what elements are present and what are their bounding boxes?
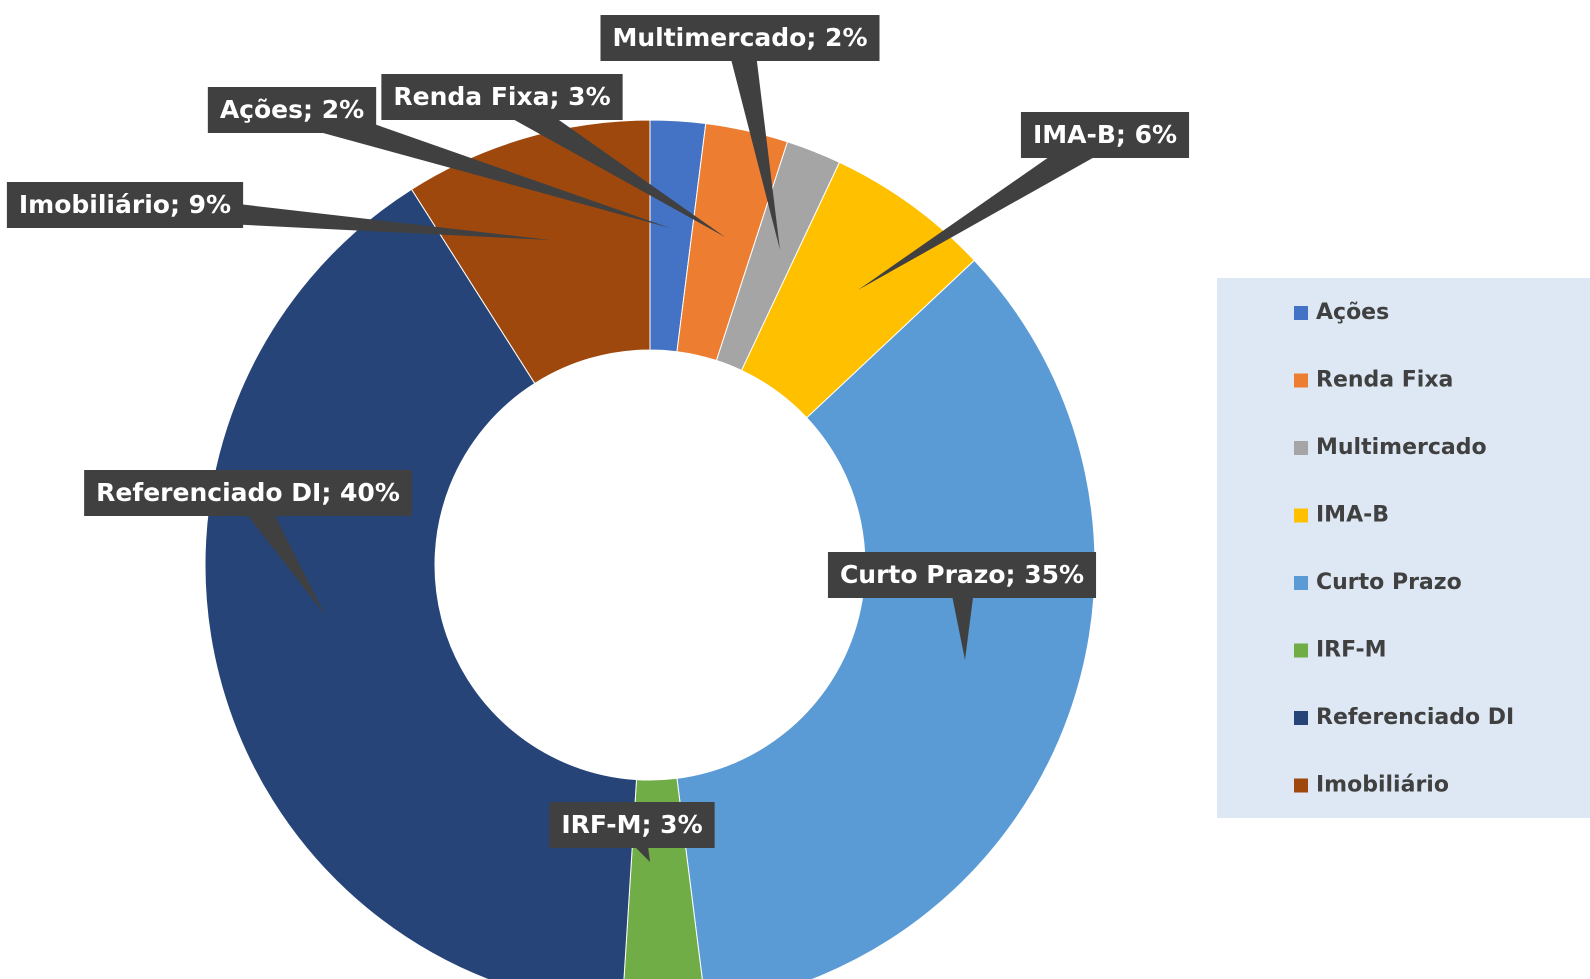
callout-pointer [287, 96, 670, 229]
callout-box [6, 182, 244, 228]
callout-box [600, 15, 880, 61]
callout-box [381, 74, 623, 120]
legend: Ações Renda Fixa Multimercado IMA-B Curto Pr… [1217, 278, 1590, 818]
callout-box [827, 552, 1097, 598]
callout-box [84, 470, 412, 516]
data-label: Multimercado; 2% [600, 15, 880, 250]
data-label: Curto Prazo; 35% [827, 552, 1097, 660]
callout-box [1020, 112, 1190, 158]
legend-swatch [1294, 441, 1308, 455]
callout-pointer [858, 123, 1113, 290]
legend-box [1217, 278, 1590, 818]
callout-box [549, 802, 715, 848]
legend-swatch [1294, 306, 1308, 320]
data-label: Ações; 2% [207, 87, 670, 229]
legend-label: Curto Prazo [1316, 570, 1462, 595]
data-label-text: Referenciado DI; 40% [96, 478, 400, 507]
donut [204, 119, 1096, 979]
legend-swatch [1294, 711, 1308, 725]
legend-swatch [1294, 576, 1308, 590]
legend-swatch [1294, 643, 1308, 658]
legend-label: Multimercado [1316, 435, 1487, 460]
data-label: Imobiliário; 9% [6, 182, 550, 240]
legend-label: IRF-M [1316, 638, 1387, 663]
callout-pointer [494, 85, 725, 238]
data-label-text: Ações; 2% [220, 95, 364, 124]
legend-swatch [1294, 778, 1308, 793]
callout-pointer [236, 485, 325, 615]
data-label-text: Multimercado; 2% [612, 23, 867, 52]
data-label-text: Imobiliário; 9% [19, 190, 231, 219]
data-labels: Ações; 2% Renda Fixa; 3% Multimercado; 2% I… [6, 15, 1190, 862]
callout-box [207, 87, 377, 133]
data-label: Renda Fixa; 3% [381, 74, 725, 238]
data-label: IMA-B; 6% [858, 112, 1190, 290]
data-label-text: Renda Fixa; 3% [393, 82, 610, 111]
data-label: Referenciado DI; 40% [84, 470, 412, 615]
legend-label: Imobiliário [1316, 773, 1449, 798]
donut-slice [410, 119, 651, 385]
legend-label: IMA-B [1316, 503, 1389, 528]
donut-slice [204, 188, 638, 979]
data-label: IRF-M; 3% [549, 802, 715, 862]
callout-pointer [726, 35, 780, 250]
data-label-text: IRF-M; 3% [561, 810, 702, 839]
legend-swatch [1294, 508, 1308, 523]
legend-label: Ações [1316, 300, 1389, 325]
data-label-text: IMA-B; 6% [1033, 120, 1177, 149]
legend-swatch [1294, 373, 1308, 388]
legend-label: Renda Fixa [1316, 368, 1453, 393]
legend-label: Referenciado DI [1316, 705, 1514, 730]
data-label-text: Curto Prazo; 35% [840, 560, 1084, 589]
